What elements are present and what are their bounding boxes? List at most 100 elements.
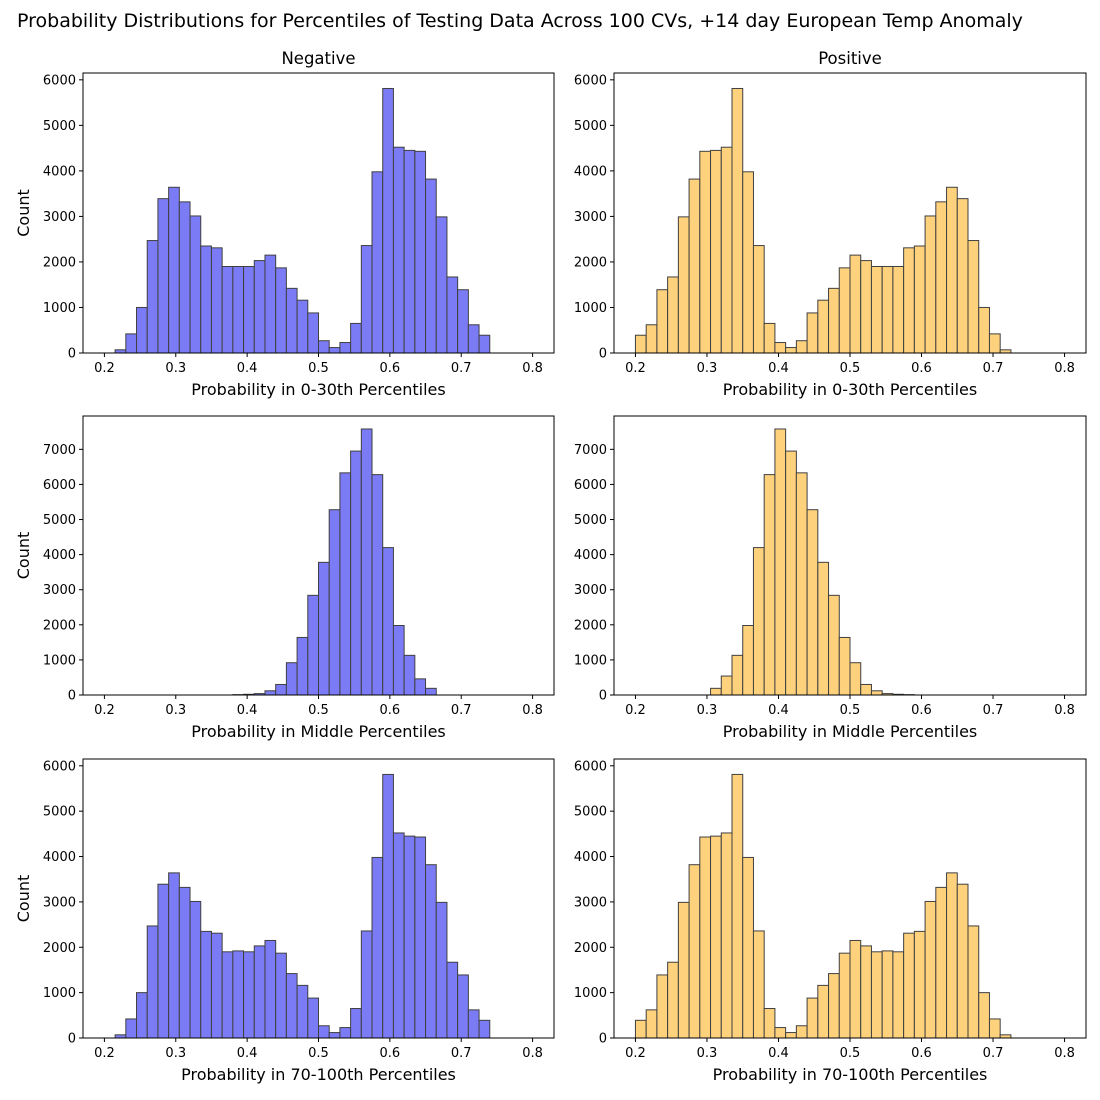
histogram-bar: [828, 287, 840, 354]
histogram-bar: [720, 146, 733, 354]
histogram-bar: [860, 683, 872, 696]
histogram-bar: [978, 992, 990, 1039]
histogram-bar: [935, 201, 948, 354]
x-axis-label: Probability in Middle Percentiles: [723, 722, 978, 741]
x-tick-label: 0.2: [94, 361, 115, 376]
histogram-bar: [403, 149, 416, 354]
histogram-bar: [967, 925, 980, 1039]
y-tick-label: 1000: [43, 986, 76, 1001]
histogram-bar: [189, 215, 202, 354]
y-tick-label: 6000: [43, 759, 76, 774]
histogram-bar: [838, 267, 851, 354]
y-tick-label: 5000: [574, 119, 607, 134]
histogram-bar: [742, 171, 754, 354]
x-tick-label: 0.5: [308, 703, 329, 718]
histogram-bar: [956, 883, 969, 1039]
y-tick-label: 0: [68, 689, 76, 704]
histogram-bar: [210, 247, 223, 354]
histogram-bar: [307, 312, 319, 354]
x-tick-label: 0.8: [1054, 703, 1075, 718]
histogram-bar: [296, 636, 309, 696]
histogram-bar: [125, 333, 138, 354]
histogram-bar: [146, 240, 159, 354]
histogram-bar: [731, 654, 744, 696]
histogram-bar: [795, 472, 808, 696]
y-tick-label: 4000: [43, 850, 76, 865]
histogram-bar: [403, 835, 416, 1039]
histogram-bar: [275, 683, 287, 696]
x-tick-label: 0.5: [840, 703, 861, 718]
x-tick-label: 0.8: [1054, 361, 1075, 376]
y-tick-label: 0: [599, 1032, 607, 1047]
histogram-bar: [146, 925, 159, 1039]
histogram-bar: [328, 347, 341, 354]
histogram-bar: [318, 1025, 330, 1039]
histogram-bar: [478, 334, 491, 354]
x-axis-label: Probability in 70-100th Percentiles: [713, 1065, 988, 1084]
y-axis-label: Count: [14, 875, 33, 923]
chart-panel-3: 0.2 0.3 0.4 0.5 0.6 0.7 0.8 0 1000 2000 3000 4000 50…: [14, 415, 555, 741]
histogram-bar: [677, 216, 690, 354]
histogram-bar: [264, 254, 277, 354]
histogram-bar: [253, 945, 266, 1039]
histogram-bar: [913, 245, 926, 354]
x-tick-label: 0.5: [840, 361, 861, 376]
histogram-bar: [285, 973, 298, 1039]
histogram-bar: [200, 930, 212, 1039]
x-tick-label: 0.6: [380, 361, 401, 376]
x-axis-label: Probability in 0-30th Percentiles: [191, 380, 445, 399]
histogram-bar: [457, 289, 469, 354]
histogram-bar: [838, 952, 851, 1039]
histogram-bar: [264, 939, 277, 1039]
histogram-bar: [870, 266, 883, 354]
histogram-bar: [795, 340, 808, 354]
histogram-bar: [157, 883, 170, 1039]
histogram-bar: [243, 951, 255, 1039]
y-axis-label: Count: [14, 532, 33, 580]
histogram-bar: [168, 872, 180, 1039]
histogram-bar: [414, 150, 427, 354]
histogram-bar: [435, 901, 448, 1039]
histogram-bar: [903, 932, 915, 1039]
x-tick-label: 0.6: [911, 1046, 932, 1061]
y-tick-label: 0: [599, 347, 607, 362]
histogram-bar: [425, 178, 437, 354]
histogram-bar: [785, 450, 797, 696]
x-tick-label: 0.4: [768, 361, 789, 376]
histogram-bar: [645, 324, 658, 354]
x-tick-label: 0.2: [625, 361, 646, 376]
histogram-bar: [860, 945, 872, 1039]
histogram-bar: [978, 306, 990, 354]
histogram-bar: [956, 198, 969, 354]
histogram-bar: [168, 186, 180, 354]
histogram-bar: [125, 1018, 138, 1039]
histogram-bar: [157, 198, 170, 354]
histogram-bar: [763, 322, 776, 354]
histogram-bar: [817, 984, 830, 1039]
histogram-bar: [360, 930, 373, 1039]
histogram-bar: [392, 625, 405, 696]
histogram-bar: [382, 547, 394, 696]
histogram-bar: [795, 1025, 808, 1039]
y-tick-label: 1000: [574, 986, 607, 1001]
histogram-bar: [243, 266, 255, 354]
y-tick-label: 3000: [43, 210, 76, 225]
x-tick-label: 0.3: [697, 1046, 718, 1061]
histogram-bar: [275, 952, 287, 1039]
histogram-bar: [763, 474, 776, 696]
y-tick-label: 4000: [43, 548, 76, 563]
y-tick-label: 2000: [43, 618, 76, 633]
panel-title: Negative: [281, 49, 355, 68]
histogram-bar: [763, 1008, 776, 1039]
histogram-bar: [446, 961, 459, 1039]
histogram-bar: [425, 687, 437, 696]
histogram-bar: [988, 1018, 1001, 1039]
histogram-bar: [849, 662, 862, 696]
histogram-bar: [688, 178, 701, 354]
histogram-bar: [232, 950, 245, 1039]
histogram-bar: [849, 254, 862, 354]
histogram-bar: [392, 832, 405, 1039]
histogram-bar: [339, 342, 352, 354]
histogram-bar: [774, 342, 787, 354]
histogram-bar: [731, 773, 744, 1039]
